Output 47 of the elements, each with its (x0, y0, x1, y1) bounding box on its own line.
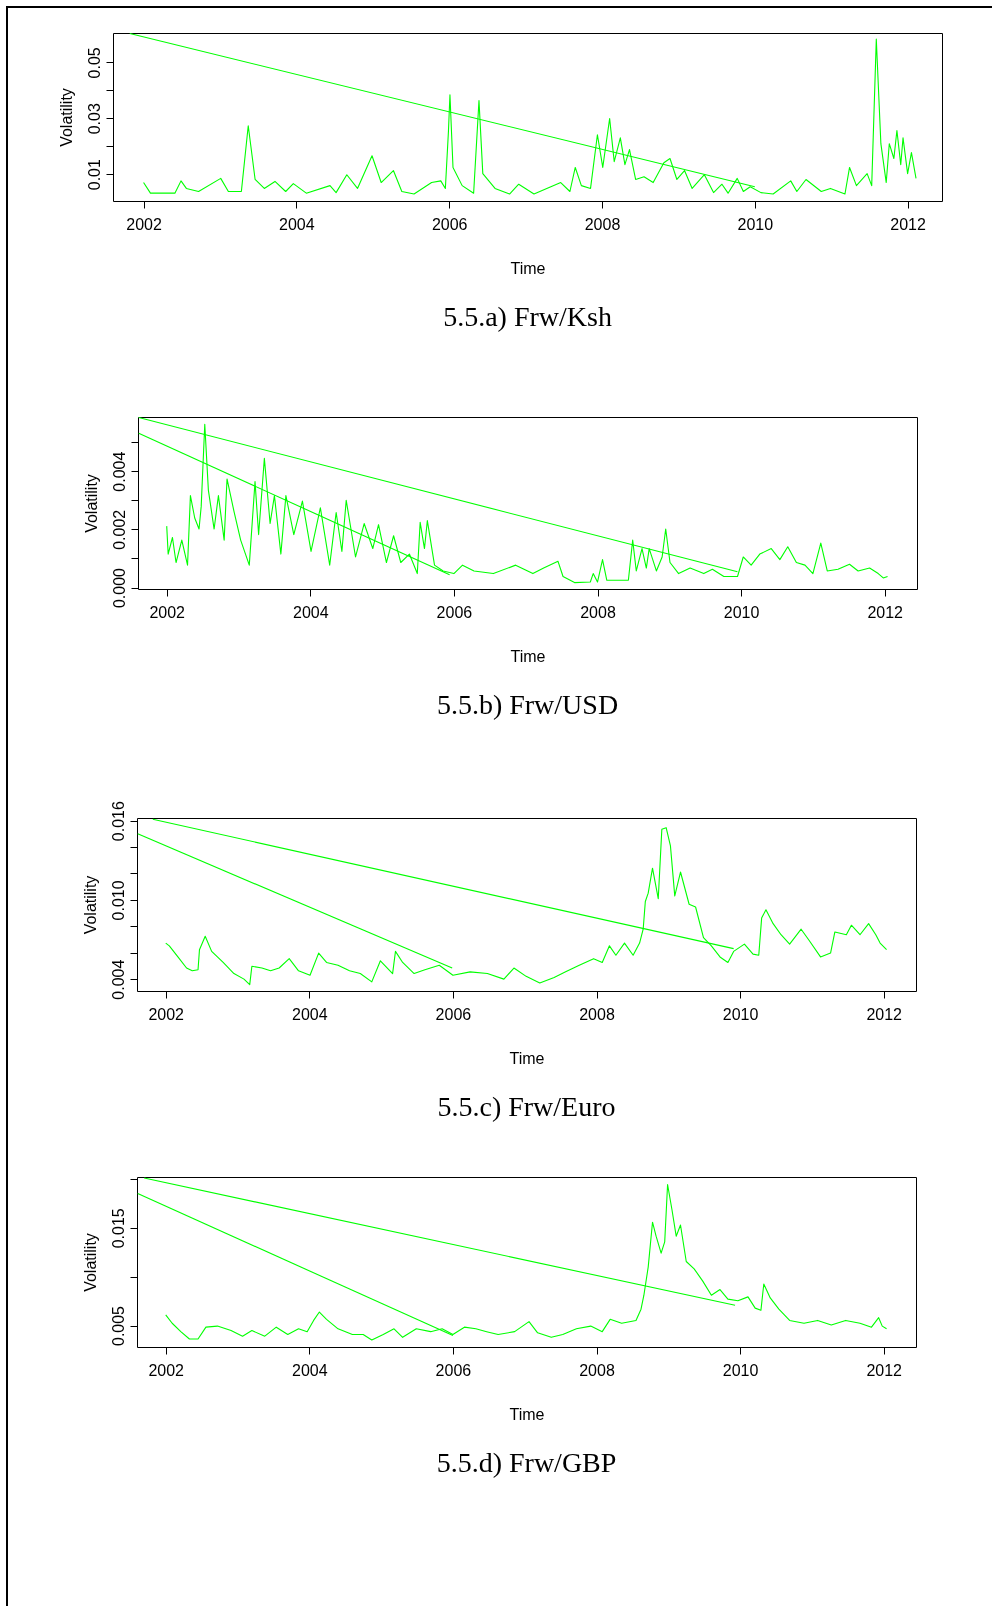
x-axis-title: Time (509, 1049, 545, 1067)
x-tick-label: 2006 (431, 215, 468, 233)
x-tick-label: 2012 (866, 1361, 903, 1379)
x-tick-label: 2002 (148, 1361, 185, 1379)
x-tick-label: 2010 (722, 1005, 759, 1023)
x-tick-label: 2008 (579, 1361, 615, 1379)
x-tick-label: 2006 (435, 1361, 472, 1379)
x-axis-title: Time (510, 647, 546, 665)
y-tick-label: 0.005 (109, 1305, 127, 1347)
x-tick-label: 2002 (148, 1005, 185, 1023)
x-tick-label: 2006 (436, 603, 473, 621)
x-tick-label: 2008 (584, 215, 621, 233)
x-tick-label: 2010 (723, 603, 760, 621)
x-tick-label: 2004 (292, 1005, 328, 1023)
y-tick-label: 0.05 (85, 47, 103, 79)
y-tick-label: 0.016 (109, 801, 127, 842)
x-axis-title: Time (510, 259, 546, 277)
text: 5.5.a) Frw/Ksh (443, 301, 612, 332)
x-tick-label: 2010 (722, 1361, 759, 1379)
y-tick-label: 0.000 (110, 567, 128, 609)
y-axis-title: Volatility (81, 1233, 99, 1292)
y-axis-title: Volatility (81, 875, 99, 935)
text: 5.5.c) Frw/Euro (437, 1091, 616, 1122)
x-tick-label: 2004 (292, 1361, 328, 1379)
x-tick-label: 2002 (149, 603, 186, 621)
x-tick-label: 2010 (737, 215, 774, 233)
x-tick-label: 2008 (580, 603, 616, 621)
x-tick-label: 2004 (293, 603, 329, 621)
x-tick-label: 2004 (279, 215, 315, 233)
x-tick-label: 2002 (126, 215, 162, 233)
x-tick-label: 2006 (435, 1005, 472, 1023)
x-tick-label: 2012 (890, 215, 927, 233)
x-axis-title: Time (509, 1405, 545, 1423)
text: 5.5.d) Frw/GBP (436, 1447, 617, 1478)
text: 5.5.b) Frw/USD (436, 689, 619, 720)
x-tick-label: 2012 (867, 603, 904, 621)
y-tick-label: 0.015 (109, 1208, 127, 1249)
y-tick-label: 0.03 (85, 103, 103, 135)
x-tick-label: 2012 (866, 1005, 903, 1023)
y-tick-label: 0.004 (110, 451, 128, 492)
y-tick-label: 0.010 (109, 880, 127, 921)
y-tick-label: 0.004 (109, 959, 127, 1000)
y-tick-label: 0.01 (85, 158, 103, 191)
y-axis-title: Volatility (57, 88, 75, 147)
x-tick-label: 2008 (579, 1005, 615, 1023)
y-axis-title: Volatility (82, 474, 100, 533)
y-tick-label: 0.002 (110, 509, 128, 550)
